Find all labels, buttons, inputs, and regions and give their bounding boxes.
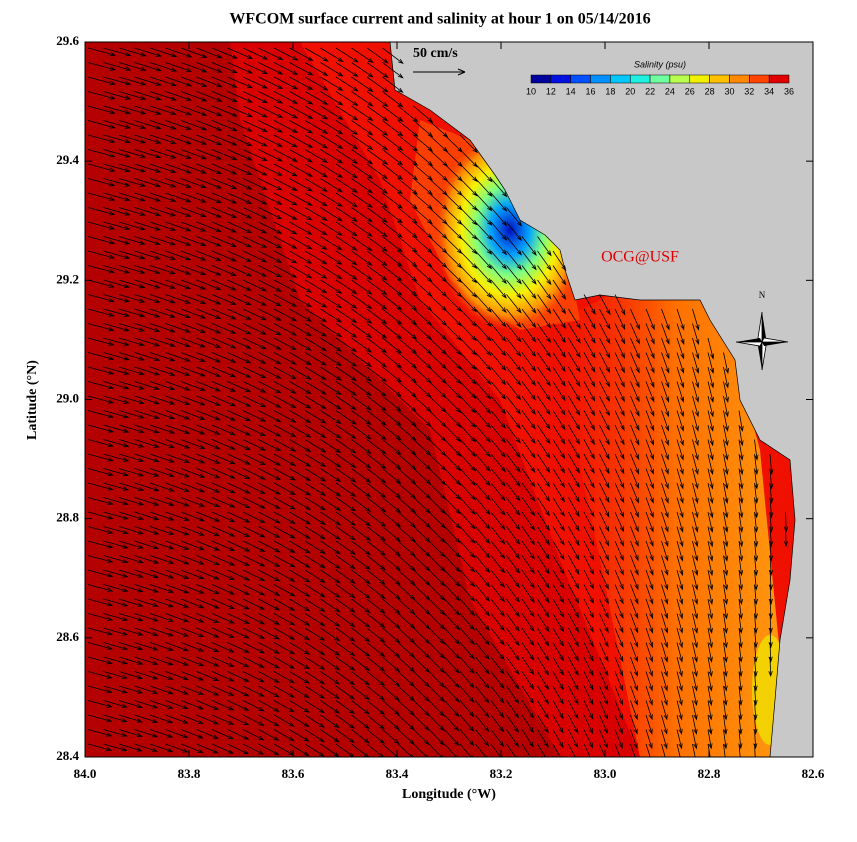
scale-arrow <box>413 68 466 76</box>
colorbar-cell <box>689 74 710 84</box>
colorbar-cell <box>629 74 651 84</box>
colorbar-tick-label: 16 <box>586 86 596 96</box>
colorbar-cell <box>749 74 770 84</box>
y-tick-label: 29.0 <box>56 390 79 405</box>
colorbar-cell <box>709 74 730 84</box>
current-vectors <box>87 47 789 757</box>
y-tick-label: 28.8 <box>56 510 79 525</box>
x-tick-label: 83.0 <box>594 766 617 781</box>
y-tick-label: 28.4 <box>56 748 79 763</box>
colorbar-cell <box>530 74 552 84</box>
land <box>389 42 813 757</box>
north-label: N <box>759 290 766 300</box>
x-tick-label: 82.8 <box>698 766 721 781</box>
colorbar-tick-label: 14 <box>566 86 576 96</box>
colorbar-tick-label: 12 <box>546 86 556 96</box>
colorbar-cell <box>729 74 750 84</box>
y-axis-label: Latitude (°N) <box>25 360 40 440</box>
colorbar-cell <box>768 74 790 84</box>
x-tick-label: 83.6 <box>282 766 305 781</box>
colorbar-tick-label: 34 <box>764 86 774 96</box>
salinity-field <box>85 42 813 757</box>
colorbar-tick-label: 32 <box>744 86 754 96</box>
x-tick-label: 83.8 <box>178 766 201 781</box>
colorbar-cell <box>649 74 671 84</box>
colorbar-tick-label: 36 <box>784 86 794 96</box>
colorbar-tick-label: 28 <box>705 86 715 96</box>
y-tick-label: 29.6 <box>56 33 79 48</box>
compass <box>735 311 789 371</box>
x-tick-label: 82.6 <box>802 766 825 781</box>
colorbar-cell <box>669 74 691 84</box>
y-tick-label: 28.6 <box>56 629 79 644</box>
vector-arrows <box>87 47 789 757</box>
colorbar: 10 12 14 16 18 20 22 24 26 28 30 32 34 36 <box>526 74 794 96</box>
colorbar-tick-label: 22 <box>645 86 655 96</box>
colorbar-cell <box>590 74 611 84</box>
x-tick-label: 84.0 <box>74 766 97 781</box>
colorbar-tick-label: 10 <box>526 86 536 96</box>
colorbar-tick-label: 24 <box>665 86 675 96</box>
colorbar-cell <box>610 74 631 84</box>
colorbar-title: Salinity (psu) <box>634 59 686 69</box>
colorbar-cell <box>570 74 591 84</box>
scale-label: 50 cm/s <box>413 46 458 61</box>
colorbar-cell <box>550 74 571 84</box>
y-tick-label: 29.4 <box>56 152 79 167</box>
credit: OCG@USF <box>601 249 679 266</box>
colorbar-tick-label: 30 <box>724 86 734 96</box>
title: WFCOM surface current and salinity at ho… <box>229 11 650 28</box>
colorbar-tick-label: 26 <box>685 86 695 96</box>
x-tick-label: 83.4 <box>386 766 409 781</box>
colorbar-tick-label: 20 <box>625 86 635 96</box>
x-axis-label: Longitude (°W) <box>402 787 496 802</box>
y-tick-label: 29.2 <box>56 271 79 286</box>
colorbar-tick-label: 18 <box>605 86 615 96</box>
axes: 84.0 83.8 83.6 83.4 83.2 83.0 82.8 82.6 28.4 28.6… <box>56 33 825 781</box>
x-tick-label: 83.2 <box>490 766 513 781</box>
